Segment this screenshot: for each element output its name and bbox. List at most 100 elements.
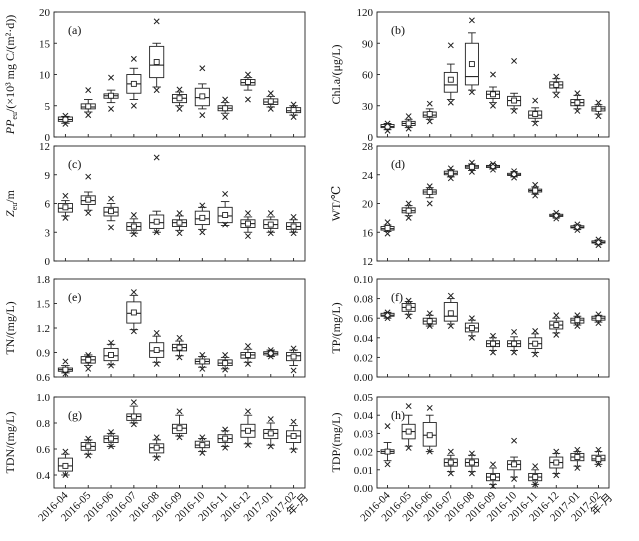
outlier-stroke [468,168,475,175]
outlier-stroke [595,99,602,106]
box-2016-06 [103,429,119,450]
box-2016-12 [549,73,564,99]
outlier-marker [532,327,539,334]
outlier-marker [511,58,518,64]
outlier-stroke [426,200,433,207]
outlier-marker [511,475,518,482]
mean-marker [267,350,274,357]
y-tick-label: 12 [39,141,50,153]
outlier-stroke [405,313,412,320]
outlier-marker [511,437,518,444]
y-tick-label: 30 [362,101,374,113]
outlier-marker [384,120,391,127]
outlier-marker [405,403,412,410]
outlier-marker [384,461,391,468]
outlier-marker [222,96,229,103]
outlier-stroke [62,370,69,377]
outlier-marker [468,159,475,166]
outlier-marker [108,362,114,369]
mean-marker [468,459,475,466]
y-tick-label: 0.6 [36,372,50,384]
box-2016-04 [57,358,73,377]
y-axis-label: TN/(mg/L) [3,301,17,354]
y-axis-label: TDP/(mg/L) [329,413,343,473]
box-2017-02 [286,418,302,454]
outlier-stroke [267,347,274,354]
outlier-marker [245,360,251,367]
box-2016-08 [149,18,165,94]
box-2016-06 [422,183,437,207]
outlier-marker [553,331,560,338]
outlier-stroke [468,470,475,477]
y-tick-label: 0.05 [354,392,374,404]
outlier-marker [290,345,297,352]
outlier-stroke [553,92,560,99]
outlier-stroke [85,112,92,119]
panel-f: 0.00 0.02 0.04 0.06 0.08 0.10 TP/(mg/L) (f) [329,274,610,384]
outlier-marker [574,90,581,97]
box-2016-11 [528,181,543,199]
mean-marker [222,435,229,442]
panel-label: (g) [68,408,82,422]
mean-marker [574,317,581,324]
box-2016-05 [401,200,416,221]
mean-marker [384,224,391,231]
outlier-marker [85,452,92,459]
panel-label: (b) [391,23,405,37]
outlier-marker [290,418,297,425]
mean-marker [574,99,581,106]
y-tick-label: 0.00 [354,372,374,384]
outlier-stroke [153,18,160,25]
box-2016-05 [80,87,96,119]
outlier-marker [595,320,602,327]
outlier-stroke [426,404,433,411]
mean-marker [153,59,160,65]
outlier-stroke [153,229,160,236]
outlier-marker [490,332,496,339]
outlier-stroke [62,192,69,199]
outlier-stroke [595,311,602,318]
outlier-stroke [384,127,391,134]
mean-marker [108,352,114,358]
mean-marker [85,196,92,203]
outlier-stroke [490,483,496,490]
outlier-stroke [447,292,454,299]
outlier-stroke [384,120,391,127]
y-tick-label: 0.10 [354,274,374,286]
outlier-marker [405,113,412,120]
mean-marker [532,111,539,118]
outlier-stroke [574,323,581,329]
box-2016-04 [57,192,73,221]
y-axis-label: Zeu/m [3,189,19,217]
mean-marker [447,310,454,317]
outlier-stroke [267,230,274,237]
outlier-stroke [199,365,206,372]
outlier-stroke [574,227,581,234]
outlier-stroke [426,100,433,107]
box-2017-02 [591,99,606,120]
outlier-marker [108,429,114,436]
outlier-stroke [426,118,433,125]
outlier-stroke [176,86,183,93]
mean-marker [222,212,229,218]
outlier-marker [108,443,114,450]
outlier-marker [245,408,251,415]
outlier-marker [595,236,602,243]
outlier-stroke [222,366,229,373]
outlier-marker [553,448,560,455]
outlier-stroke [384,309,391,316]
outlier-marker [267,230,274,237]
outlier-marker [468,315,475,322]
outlier-marker [222,366,229,373]
panel-label: (c) [68,157,81,171]
box-2016-10 [194,202,210,236]
outlier-marker [426,100,433,107]
box-2016-04 [380,219,395,237]
mean-marker [511,461,518,468]
outlier-marker [85,435,92,442]
mean-marker [153,444,160,451]
mean-marker [245,427,251,434]
box-2016-10 [507,58,522,114]
box-2017-01 [570,312,585,329]
outlier-stroke [199,351,206,358]
